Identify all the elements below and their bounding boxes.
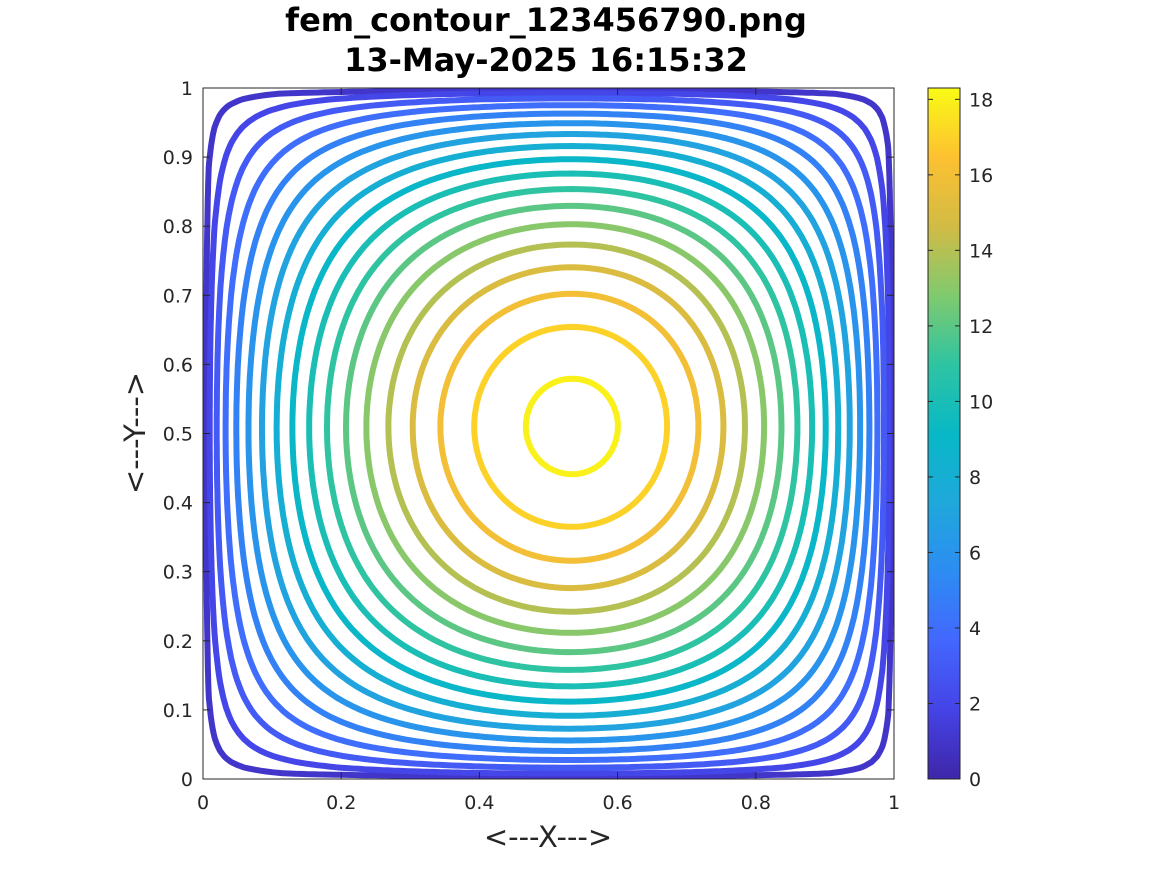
contour-level-3 [213,95,887,771]
y-tick-label: 0.4 [163,493,193,515]
colorbar-gradient [928,88,960,779]
y-tick-label: 0.5 [163,424,193,446]
x-axis: 0 0.2 0.4 0.6 0.8 1 [197,88,900,814]
y-tick-label: 0.8 [163,216,193,238]
y-axis-label: <---Y---> [118,372,152,494]
colorbar-tick-label: 6 [969,542,981,564]
x-axis-label: <---X---> [484,820,612,854]
y-tick-label: 0.6 [163,354,193,376]
contour-level-12 [343,202,785,656]
contour-level-8 [273,143,842,719]
plot-area: 0 0.2 0.4 0.6 0.8 1 0 0.1 0.2 0.3 0.4 0.5 0.6 0.7 0.8… [163,78,900,814]
y-tick-label: 0 [181,769,193,791]
chart-title-line2: 13-May-2025 16:15:32 [344,41,748,79]
y-tick-label: 0.9 [163,147,193,169]
contour-level-11 [324,186,801,673]
x-tick-label: 0.6 [602,792,632,814]
colorbar-tick-label: 4 [969,618,981,640]
contour-level-15 [409,264,727,592]
colorbar: 0 2 4 6 8 10 12 14 16 18 [927,87,993,791]
y-tick-label: 0.7 [163,285,193,307]
colorbar-tick-label: 10 [969,391,993,413]
colorbar-tick-label: 8 [969,467,981,489]
contour-level-17 [471,323,671,530]
contour-level-18 [522,375,621,478]
x-tick-label: 1 [888,792,900,814]
x-tick-label: 0 [197,792,209,814]
x-tick-label: 0.4 [464,792,494,814]
colorbar-tick-label: 0 [969,769,981,791]
y-axis: 0 0.1 0.2 0.3 0.4 0.5 0.6 0.7 0.8 0.9 1 [163,78,894,791]
contour-level-14 [385,241,748,615]
contour-level-10 [306,170,816,690]
colorbar-ticks: 0 2 4 6 8 10 12 14 16 18 [928,89,993,791]
chart-title-line1: fem_contour_123456790.png [285,1,807,39]
colorbar-tick-label: 18 [969,89,993,111]
x-tick-label: 0.8 [741,792,771,814]
contour-level-5 [233,110,873,754]
contour-lines [203,88,894,779]
contour-level-13 [363,221,768,636]
contour-level-7 [259,131,853,732]
contour-level-9 [289,156,829,705]
colorbar-frame [927,87,961,780]
contour-level-6 [245,120,864,744]
y-tick-label: 0.1 [163,700,193,722]
colorbar-tick-label: 16 [969,165,993,187]
colorbar-tick-label: 12 [969,316,993,338]
colorbar-tick-label: 2 [969,693,981,715]
y-tick-label: 0.2 [163,631,193,653]
y-tick-label: 1 [181,78,193,100]
contour-level-16 [437,290,702,564]
x-tick-label: 0.2 [326,792,356,814]
y-tick-label: 0.3 [163,562,193,584]
colorbar-tick-label: 14 [969,240,993,262]
contour-level-2 [206,90,892,777]
contour-level-4 [222,102,881,763]
